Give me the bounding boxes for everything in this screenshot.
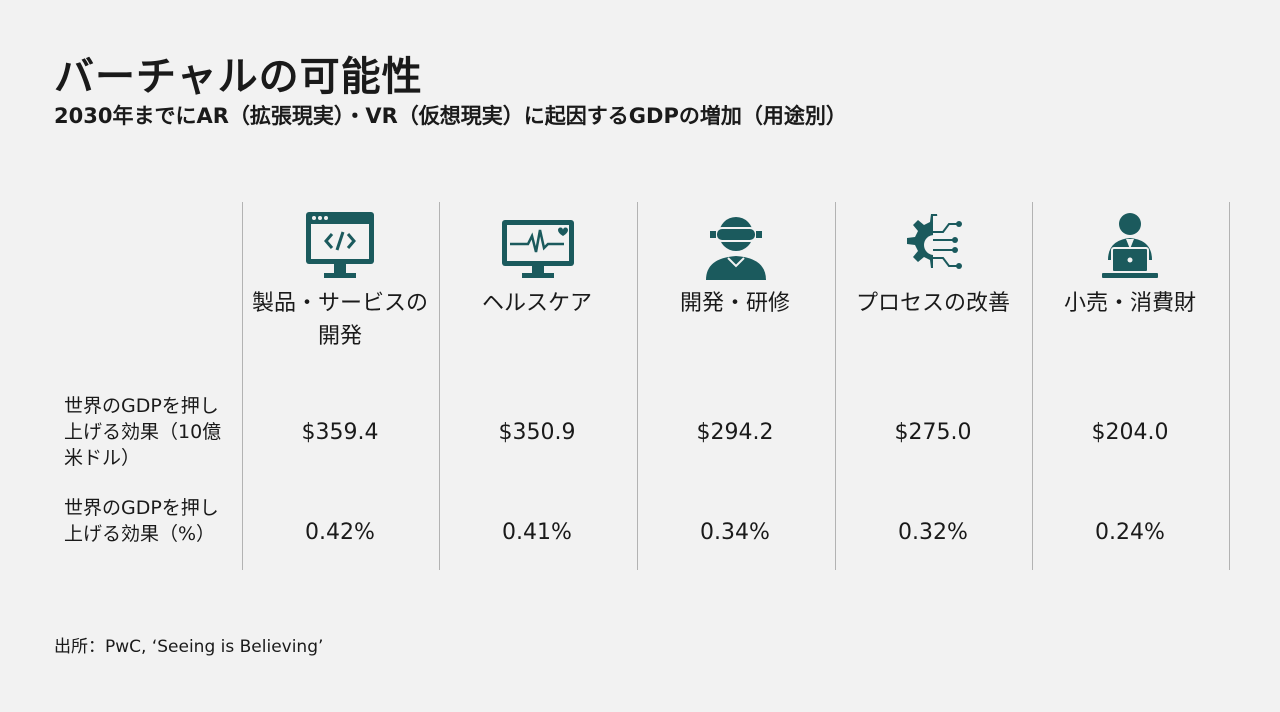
column-divider (1032, 202, 1033, 570)
chart-title: バーチャルの可能性 (54, 54, 423, 100)
column-divider (835, 202, 836, 570)
table-cell: $350.9 (498, 420, 576, 445)
table-cell: 0.24% (1095, 520, 1165, 545)
code-monitor-icon (300, 208, 380, 282)
column-header-product-dev: 製品・サービスの開発 (251, 291, 428, 349)
row-label-gdp-percent: 世界のGDPを押し上げる効果（%） (64, 497, 219, 545)
table-cell: $294.2 (696, 420, 774, 445)
row-label-gdp-usd: 世界のGDPを押し上げる効果（10億米ドル） (64, 395, 222, 469)
column-divider (242, 202, 243, 570)
column-header-training: 開発・研修 (679, 291, 790, 316)
table-cell: 0.34% (700, 520, 770, 545)
table-cell: 0.42% (305, 520, 375, 545)
table-cell: 0.41% (502, 520, 572, 545)
chart-subtitle: 2030年までにAR（拡張現実）・VR（仮想現実）に起因するGDPの増加（用途別… (54, 104, 847, 128)
gear-circuit-icon (893, 208, 973, 282)
person-laptop-icon (1090, 208, 1170, 282)
column-divider (1229, 202, 1230, 570)
source-note: 出所：PwC, ‘Seeing is Believing’ (54, 637, 324, 657)
vr-headset-person-icon (696, 208, 776, 282)
column-header-healthcare: ヘルスケア (481, 291, 592, 316)
column-divider (637, 202, 638, 570)
heartbeat-monitor-icon (498, 208, 578, 282)
column-header-retail: 小売・消費財 (1063, 291, 1196, 316)
column-header-process: プロセスの改善 (855, 291, 1010, 316)
table-cell: $204.0 (1091, 420, 1169, 445)
column-divider (439, 202, 440, 570)
table-cell: 0.32% (898, 520, 968, 545)
table-cell: $359.4 (301, 420, 379, 445)
table-cell: $275.0 (894, 420, 972, 445)
